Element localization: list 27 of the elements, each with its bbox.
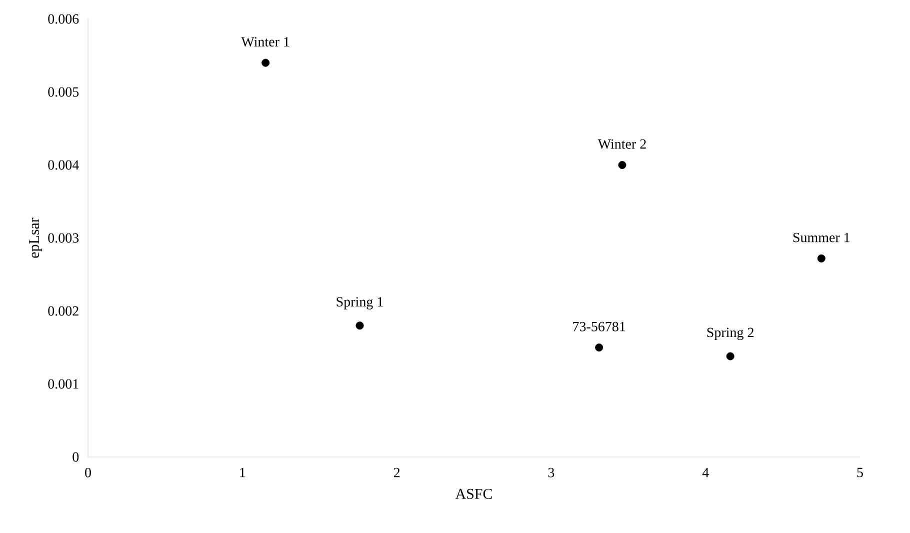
x-axis-title: ASFC (455, 488, 492, 499)
y-tick-label: 0.002 (48, 306, 78, 316)
point (726, 352, 734, 360)
y-axis-title: epLsar (29, 218, 42, 258)
point (618, 161, 626, 169)
annotation: Spring 2 (707, 328, 754, 340)
point (262, 58, 270, 67)
x-tick-label: 1 (240, 468, 246, 478)
y-tick-label: 0.005 (48, 87, 79, 97)
y-tick-label: 0 (72, 452, 79, 462)
annotation: Summer 1 (793, 232, 850, 242)
x-tick-label: 3 (548, 468, 554, 478)
point (356, 322, 364, 330)
point (817, 254, 826, 262)
x-tick-label: 0 (85, 468, 91, 478)
y-tick-label: 0.001 (48, 379, 78, 389)
annotation: 73-56781 (573, 322, 626, 332)
annotation: Winter 1 (241, 37, 290, 47)
annotation: Spring 1 (336, 297, 383, 310)
point (595, 344, 604, 352)
y-tick-label: 0.006 (48, 14, 79, 24)
y-tick-label: 0.003 (48, 233, 79, 243)
x-tick-label: 5 (857, 468, 863, 478)
annotation: Winter 2 (598, 139, 646, 149)
y-tick-label: 0.004 (48, 160, 79, 170)
x-tick-label: 4 (702, 468, 709, 478)
x-tick-label: 2 (394, 468, 400, 478)
